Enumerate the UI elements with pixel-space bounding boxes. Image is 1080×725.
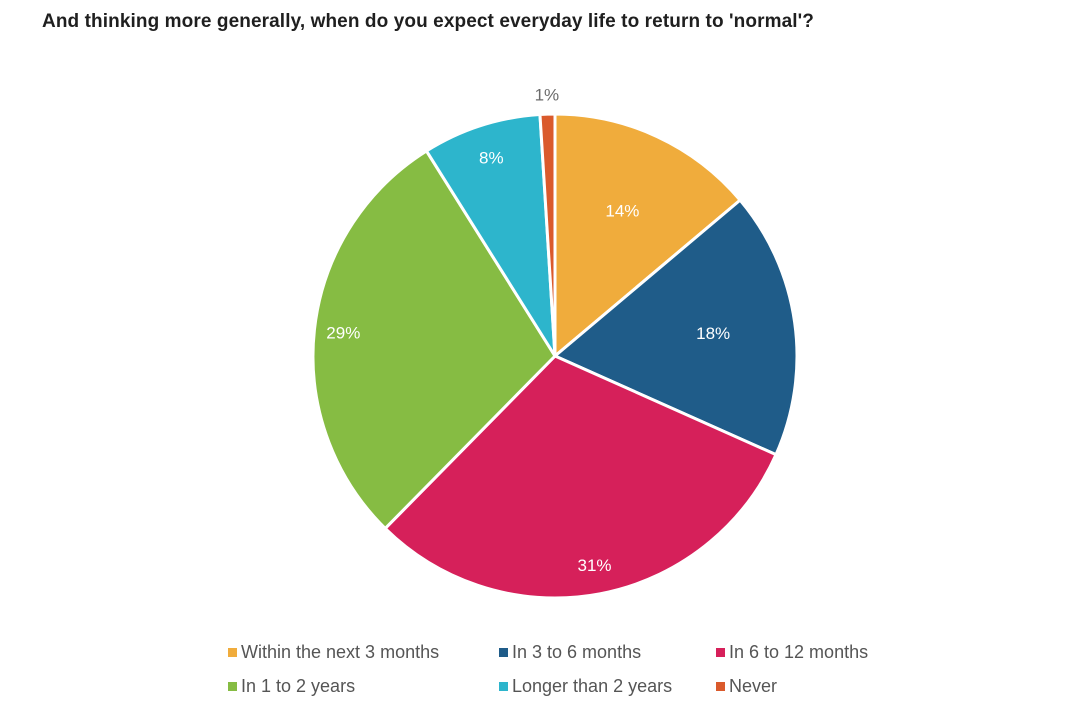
- legend-label: In 3 to 6 months: [512, 641, 642, 662]
- slice-value-label-in-6-to-12-months: 31%: [577, 556, 611, 575]
- legend-label: In 1 to 2 years: [241, 675, 356, 696]
- legend-row-1: Within the next 3 months In 3 to 6 month…: [0, 640, 1080, 664]
- pie-slices: [311, 112, 799, 600]
- legend-item-never: Never: [716, 674, 777, 698]
- legend-label: Never: [729, 675, 778, 696]
- legend-swatch: [228, 647, 237, 657]
- slice-value-label-longer-than-2-years: 8%: [479, 148, 504, 167]
- legend-label: In 6 to 12 months: [729, 641, 869, 662]
- slice-value-label-never: 1%: [535, 85, 560, 104]
- legend-item-3-to-6-months: In 3 to 6 months: [499, 640, 641, 664]
- pie-value-labels: 14% 18% 31% 29% 8% 1%: [326, 85, 730, 574]
- legend-label: Longer than 2 years: [512, 675, 673, 696]
- pie-slice-longer-than-2-years: [424, 112, 557, 358]
- legend-item-longer-than-2-years: Longer than 2 years: [499, 674, 672, 698]
- legend-swatch: [499, 647, 508, 657]
- legend-item-6-to-12-months: In 6 to 12 months: [716, 640, 868, 664]
- legend-swatch: [716, 647, 725, 657]
- legend-item-within-3-months: Within the next 3 months: [228, 640, 439, 664]
- legend-label: Within the next 3 months: [241, 641, 440, 662]
- pie-slice-in-1-to-2-years: [311, 149, 557, 530]
- slice-value-label-within-the-next-3-months: 14%: [605, 202, 639, 221]
- pie-slice-never: [538, 112, 557, 358]
- chart-title: And thinking more generally, when do you…: [42, 11, 814, 32]
- slice-value-label-in-3-to-6-months: 18%: [696, 324, 730, 343]
- legend-swatch: [499, 681, 508, 691]
- pie-slice-in-6-to-12-months: [383, 354, 778, 600]
- legend-item-1-to-2-years: In 1 to 2 years: [228, 674, 355, 698]
- slice-value-label-in-1-to-2-years: 29%: [326, 323, 360, 342]
- legend-row-2: In 1 to 2 years Longer than 2 years Neve…: [0, 674, 1080, 698]
- legend-swatch: [228, 681, 237, 691]
- legend-swatch: [716, 681, 725, 691]
- pie-slice-in-3-to-6-months: [553, 198, 799, 457]
- pie-slice-within-the-next-3-months: [553, 112, 742, 358]
